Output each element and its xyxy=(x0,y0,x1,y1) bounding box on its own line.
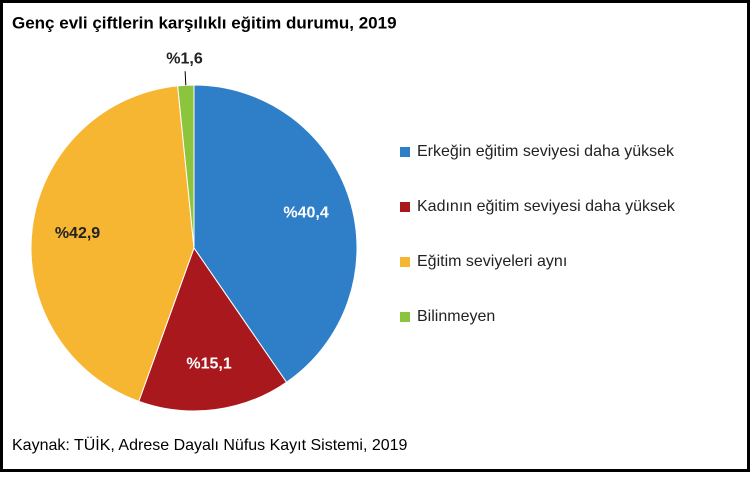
legend-swatch xyxy=(400,312,410,322)
legend-swatch xyxy=(400,147,410,157)
chart-title: Genç evli çiftlerin karşılıklı eğitim du… xyxy=(12,13,397,32)
source-note: Kaynak: TÜİK, Adrese Dayalı Nüfus Kayıt … xyxy=(12,435,408,454)
legend-label: Eğitim seviyeleri aynı xyxy=(417,253,567,270)
legend-swatch xyxy=(400,257,410,267)
data-label: %42,9 xyxy=(55,225,100,242)
data-label: %40,4 xyxy=(283,204,328,221)
pie-slice xyxy=(138,246,288,412)
legend-label: Bilinmeyen xyxy=(417,308,495,325)
legend-label: Erkeğin eğitim seviyesi daha yüksek xyxy=(417,143,675,160)
pie-slice xyxy=(30,85,195,403)
leader-line xyxy=(184,71,187,86)
data-label: %15,1 xyxy=(186,356,231,373)
legend-swatch xyxy=(400,202,410,212)
legend-label: Kadının eğitim seviyesi daha yüksek xyxy=(417,198,676,215)
data-label: %1,6 xyxy=(166,50,203,67)
pie-slice xyxy=(193,84,358,383)
